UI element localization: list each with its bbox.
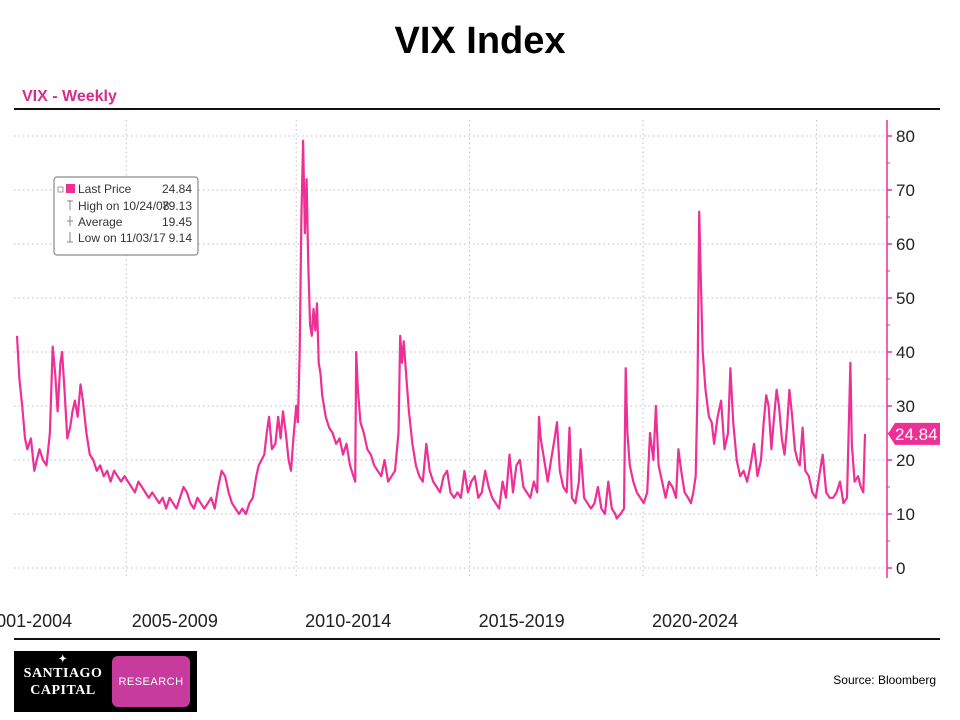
legend-row-label: Last Price (78, 182, 132, 196)
vix-series-line (15, 139, 867, 520)
legend-row-label: Low on 11/03/17 (78, 231, 166, 245)
y-tick-label: 50 (896, 289, 915, 308)
legend-row-value: 9.14 (169, 231, 193, 245)
x-period-label: 2001-2004 (0, 611, 72, 631)
y-tick-label: 0 (896, 559, 905, 578)
star-icon: ✦ (58, 653, 68, 665)
y-tick-label: 80 (896, 127, 915, 146)
logo-wordmark: ✦ Santiago Capital (14, 654, 112, 699)
last-value-label: 24.84 (895, 425, 938, 444)
y-tick-label: 60 (896, 235, 915, 254)
y-tick-label: 10 (896, 505, 915, 524)
source-note: Source: Bloomberg (833, 673, 936, 687)
x-period-label: 2005-2009 (132, 611, 218, 631)
page-title: VIX Index (394, 20, 566, 62)
y-tick-label: 20 (896, 451, 915, 470)
y-tick-label: 30 (896, 397, 915, 416)
legend-box (53, 176, 199, 256)
logo-research-badge: RESEARCH (112, 656, 190, 707)
y-tick-label: 40 (896, 343, 915, 362)
x-period-label: 2015-2019 (479, 611, 565, 631)
chart-subtitle: VIX - Weekly (22, 88, 117, 105)
last-value-tag (888, 422, 940, 445)
legend-row-value: 79.13 (162, 199, 192, 213)
legend-row-label: Average (78, 215, 123, 229)
legend-row-value: 24.84 (162, 182, 192, 196)
santiago-capital-logo: ✦ Santiago Capital RESEARCH (14, 651, 197, 712)
legend-swatch-icon (66, 184, 75, 193)
logo-line-1: Santiago (23, 665, 103, 681)
legend-row-label: High on 10/24/08 (78, 199, 170, 213)
legend-row-value: 19.45 (162, 215, 192, 229)
top-rule (14, 108, 940, 110)
logo-line-2: Capital (30, 682, 96, 698)
y-tick-label: 70 (896, 181, 915, 200)
x-period-label: 2010-2014 (305, 611, 391, 631)
bottom-rule (14, 638, 940, 640)
legend-collapse-icon (57, 186, 64, 193)
x-period-label: 2020-2024 (652, 611, 738, 631)
